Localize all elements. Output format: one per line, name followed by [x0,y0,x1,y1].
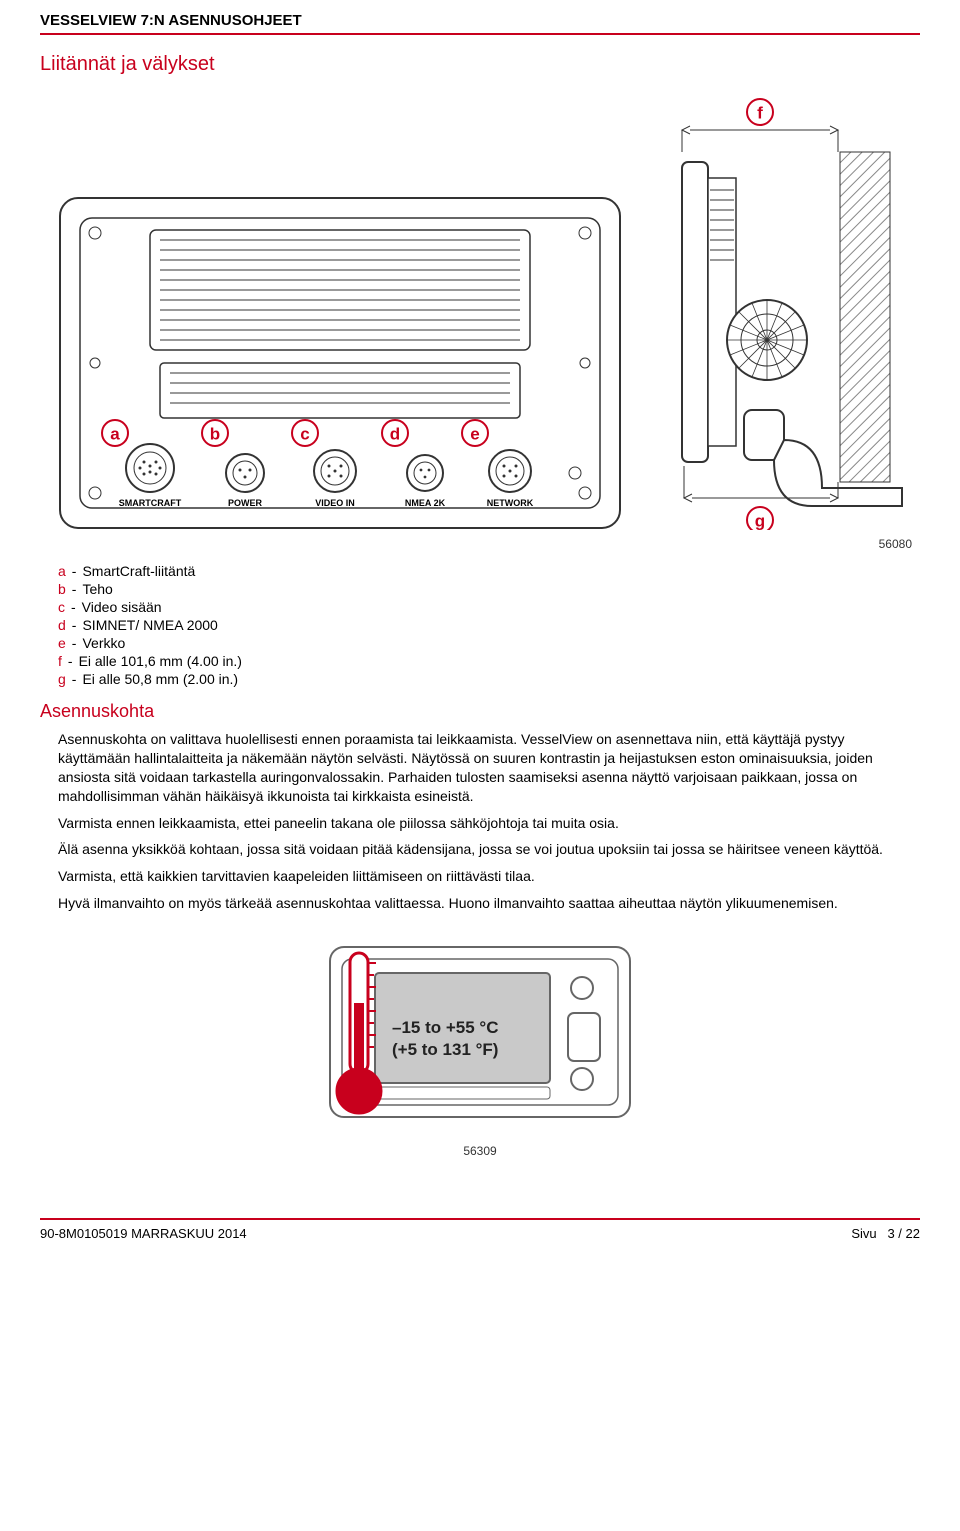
paragraph: Hyvä ilmanvaihto on myös tärkeää asennus… [58,894,920,913]
svg-text:–15 to +55 °C: –15 to +55 °C [392,1018,499,1037]
paragraph: Asennuskohta on valittava huolellisesti … [58,730,920,806]
port-d [407,455,443,491]
legend-item: f-Ei alle 101,6 mm (4.00 in.) [58,653,920,669]
paragraph: Varmista ennen leikkaamista, ettei panee… [58,814,920,833]
legend-item: b-Teho [58,581,920,597]
svg-text:f: f [757,104,763,123]
legend-list: a-SmartCraft-liitäntä b-Teho c-Video sis… [58,563,920,687]
legend-item: d-SIMNET/ NMEA 2000 [58,617,920,633]
port-a [126,444,174,492]
diagram-front-view: SMARTCRAFT POWER VIDEO IN NMEA 2K NETWOR… [40,168,640,551]
legend-item: a-SmartCraft-liitäntä [58,563,920,579]
legend-item: g-Ei alle 50,8 mm (2.00 in.) [58,671,920,687]
port-b [226,454,264,492]
svg-text:NETWORK: NETWORK [487,498,534,508]
paragraph: Älä asenna yksikköä kohtaan, jossa sitä … [58,840,920,859]
svg-text:NMEA 2K: NMEA 2K [405,498,446,508]
svg-text:e: e [470,425,479,444]
port-c [314,450,356,492]
legend-item: c-Video sisään [58,599,920,615]
svg-text:d: d [390,425,400,444]
callout-c: c [292,420,318,446]
callout-e: e [462,420,488,446]
callout-d: d [382,420,408,446]
footer-left: 90-8M0105019 MARRASKUU 2014 [40,1226,247,1241]
svg-text:c: c [300,425,309,444]
section-title-connections: Liitännät ja välykset [40,53,920,76]
svg-text:a: a [110,425,120,444]
port-e [489,450,531,492]
footer-right: Sivu 3 / 22 [851,1226,920,1241]
callout-b: b [202,420,228,446]
page-footer: 90-8M0105019 MARRASKUU 2014 Sivu 3 / 22 [40,1218,920,1261]
page-header: VESSELVIEW 7:N ASENNUSOHJEET [40,0,920,35]
figure-number-thermo: 56309 [40,1144,920,1158]
legend-item: e-Verkko [58,635,920,651]
figure-number-main: 56080 [652,537,912,551]
svg-text:(+5 to 131 °F): (+5 to 131 °F) [392,1040,498,1059]
callout-a: a [102,420,128,446]
diagram-container: SMARTCRAFT POWER VIDEO IN NMEA 2K NETWOR… [40,90,920,551]
svg-text:SMARTCRAFT: SMARTCRAFT [119,498,182,508]
thermometer-figure: –15 to +55 °C (+5 to 131 °F) 56309 [40,933,920,1158]
svg-text:b: b [210,425,220,444]
dimension-f: f [682,99,838,152]
section-title-installation: Asennuskohta [40,701,920,722]
svg-text:VIDEO IN: VIDEO IN [315,498,355,508]
diagram-side-view: f [652,90,912,551]
svg-text:POWER: POWER [228,498,263,508]
body-text: Asennuskohta on valittava huolellisesti … [40,730,920,913]
side-vent [727,300,807,380]
paragraph: Varmista, että kaikkien tarvittavien kaa… [58,867,920,886]
header-title: VESSELVIEW 7:N ASENNUSOHJEET [40,12,920,29]
svg-text:g: g [755,512,765,531]
